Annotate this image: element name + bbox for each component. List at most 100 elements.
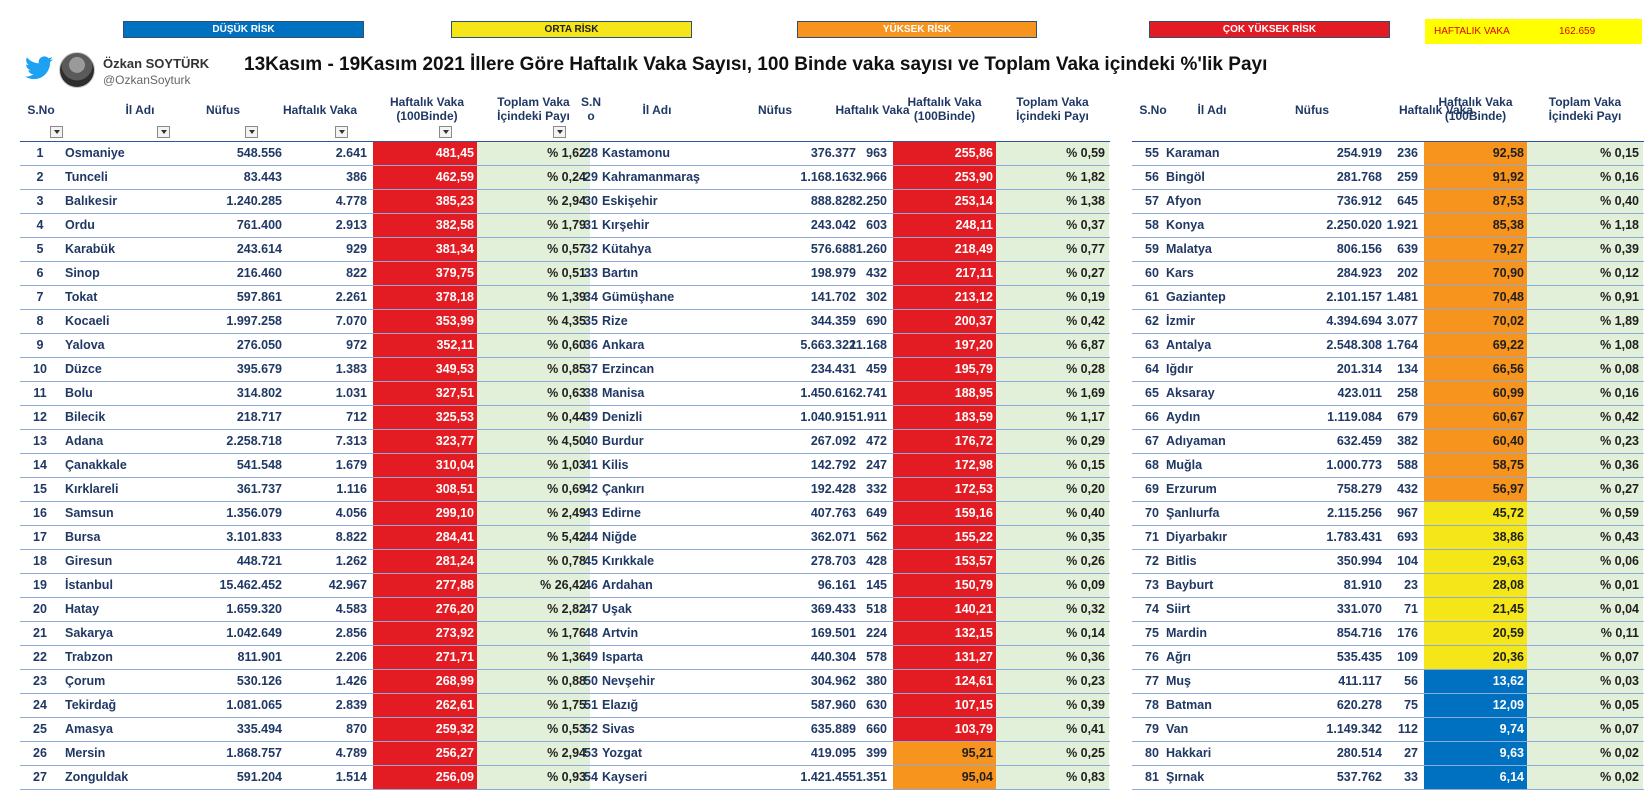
cell-weekly: 75 <box>1404 698 1418 712</box>
cell-rate: 107,15 <box>893 694 996 717</box>
cell-name: Şanlıurfa <box>1166 506 1220 520</box>
cell-no: 57 <box>1145 194 1159 208</box>
cell-name: Aydın <box>1166 410 1201 424</box>
cell-rate: 60,40 <box>1424 430 1527 453</box>
cell-weekly: 2.261 <box>335 290 367 304</box>
cell-name: Elazığ <box>602 698 639 712</box>
cell-no: 65 <box>1145 386 1159 400</box>
cell-weekly: 428 <box>866 554 887 568</box>
table-row: 62 İzmir 4.394.694 3.077 70,02% 1,89 <box>1132 310 1644 334</box>
avatar <box>59 52 95 88</box>
cell-weekly: 1.911 <box>856 410 887 424</box>
cell-name: Giresun <box>65 554 113 568</box>
cell-rate: 379,75 <box>373 262 477 285</box>
cell-share: % 5,42 <box>477 526 590 549</box>
cell-share: % 0,93 <box>477 766 590 789</box>
cell-name: Tekirdağ <box>65 698 117 712</box>
table-row: 7 Tokat 597.861 2.261 378,18% 1,39 <box>20 286 590 310</box>
cell-rate: 256,09 <box>373 766 477 789</box>
cell-rate: 255,86 <box>893 142 996 165</box>
filter-dropdown-button[interactable] <box>157 126 170 138</box>
cell-pop: 423.011 <box>1337 386 1383 400</box>
column-header-share: Toplam Vaka İçindeki Payı <box>1548 95 1622 123</box>
cell-rate: 21,45 <box>1424 598 1527 621</box>
cell-rate: 56,97 <box>1424 478 1527 501</box>
cell-share: % 0,28 <box>996 358 1109 381</box>
cell-pop: 96.161 <box>817 578 856 592</box>
column-header-pop: Nüfus <box>758 103 792 117</box>
cell-rate: 92,58 <box>1424 142 1527 165</box>
cell-share: % 0,25 <box>996 742 1109 765</box>
table-row: 32 Kütahya 576.688 1.260 218,49% 0,77 <box>580 238 1110 262</box>
cell-pop: 369.433 <box>810 602 856 616</box>
cell-pop: 758.279 <box>1336 482 1382 496</box>
cell-name: Ardahan <box>602 578 653 592</box>
cell-weekly: 822 <box>346 266 367 280</box>
filter-dropdown-button[interactable] <box>439 126 452 138</box>
cell-weekly: 1.426 <box>335 674 367 688</box>
cell-pop: 280.514 <box>1336 746 1382 760</box>
cell-name: Bartın <box>602 266 639 280</box>
table-row: 13 Adana 2.258.718 7.313 323,77% 4,50 <box>20 430 590 454</box>
cell-share: % 0,20 <box>996 478 1109 501</box>
cell-share: % 1,38 <box>996 190 1109 213</box>
cell-rate: 70,02 <box>1424 310 1527 333</box>
cell-pop: 632.459 <box>1336 434 1382 448</box>
cell-weekly: 1.031 <box>335 386 367 400</box>
cell-pop: 591.204 <box>236 770 282 784</box>
cell-no: 28 <box>584 146 598 160</box>
cell-no: 5 <box>36 242 44 256</box>
cell-rate: 256,27 <box>373 742 477 765</box>
cell-share: % 0,91 <box>1527 286 1643 309</box>
cell-name: Bursa <box>65 530 101 544</box>
table-row: 47 Uşak 369.433 518 140,21% 0,32 <box>580 598 1110 622</box>
cell-no: 35 <box>584 314 598 328</box>
filter-dropdown-button[interactable] <box>50 126 63 138</box>
cell-pop: 395.679 <box>236 362 282 376</box>
table-row: 49 Isparta 440.304 578 131,27% 0,36 <box>580 646 1110 670</box>
filter-dropdown-button[interactable] <box>245 126 258 138</box>
cell-rate: 172,53 <box>893 478 996 501</box>
cell-no: 38 <box>584 386 598 400</box>
cell-weekly: 109 <box>1397 650 1418 664</box>
cell-share: % 1,03 <box>477 454 590 477</box>
table-row: 28 Kastamonu 376.377 963 255,86% 0,59 <box>580 142 1110 166</box>
cell-name: Mardin <box>1166 626 1207 640</box>
cell-no: 30 <box>584 194 598 208</box>
cell-name: Karabük <box>65 242 116 256</box>
cell-pop: 142.792 <box>810 458 856 472</box>
cell-name: Aksaray <box>1166 386 1215 400</box>
cell-no: 44 <box>584 530 598 544</box>
cell-weekly: 1.764 <box>1386 338 1418 352</box>
table-row: 69 Erzurum 758.279 432 56,97% 0,27 <box>1132 478 1644 502</box>
cell-pop: 278.703 <box>810 554 856 568</box>
cell-weekly: 176 <box>1397 626 1418 640</box>
filter-dropdown-button[interactable] <box>335 126 348 138</box>
cell-weekly: 236 <box>1397 146 1418 160</box>
cell-weekly: 247 <box>866 458 887 472</box>
cell-share: % 0,36 <box>1527 454 1643 477</box>
cell-weekly: 712 <box>346 410 367 424</box>
cell-rate: 248,11 <box>893 214 996 237</box>
cell-pop: 1.450.616 <box>800 386 856 400</box>
cell-name: Erzurum <box>1166 482 1217 496</box>
cell-rate: 69,22 <box>1424 334 1527 357</box>
column-header-no: S.No <box>27 103 55 117</box>
cell-pop: 243.614 <box>236 242 282 256</box>
cell-rate: 271,71 <box>373 646 477 669</box>
cell-rate: 349,53 <box>373 358 477 381</box>
table-row: 17 Bursa 3.101.833 8.822 284,41% 5,42 <box>20 526 590 550</box>
table-row: 37 Erzincan 234.431 459 195,79% 0,28 <box>580 358 1110 382</box>
table-row: 33 Bartın 198.979 432 217,11% 0,27 <box>580 262 1110 286</box>
cell-pop: 535.435 <box>1336 650 1382 664</box>
table-row: 39 Denizli 1.040.915 1.911 183,59% 1,17 <box>580 406 1110 430</box>
cell-pop: 314.802 <box>236 386 282 400</box>
cell-name: İstanbul <box>65 578 113 592</box>
cell-share: % 0,42 <box>1527 406 1643 429</box>
cell-weekly: 630 <box>866 698 887 712</box>
cell-share: % 0,16 <box>1527 382 1643 405</box>
filter-dropdown-button[interactable] <box>553 126 566 138</box>
cell-share: % 0,09 <box>996 574 1109 597</box>
cell-pop: 344.359 <box>810 314 856 328</box>
cell-rate: 20,36 <box>1424 646 1527 669</box>
